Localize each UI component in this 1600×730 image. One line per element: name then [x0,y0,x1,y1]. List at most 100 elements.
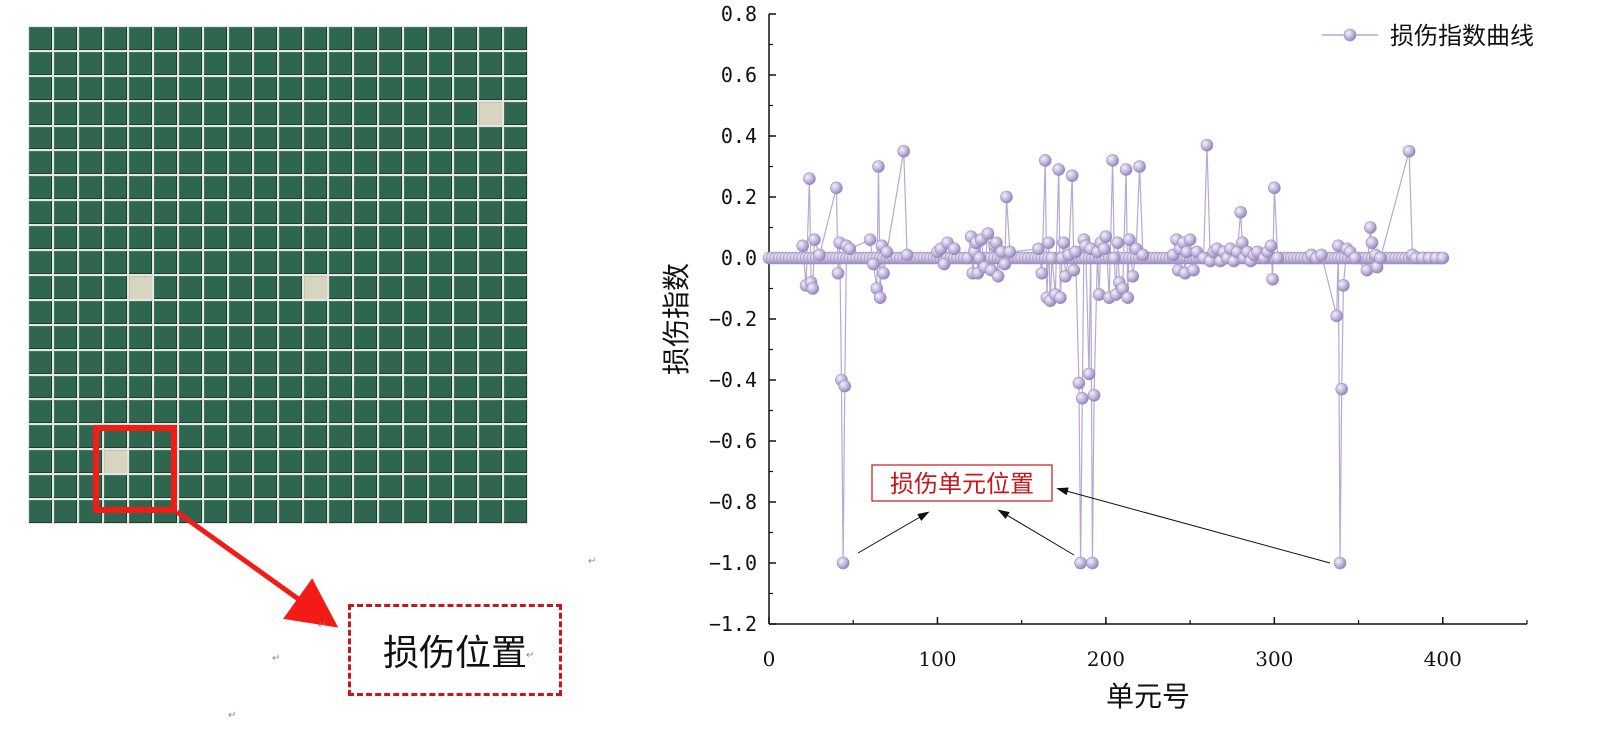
data-point [1054,291,1067,304]
element-cell [279,176,302,200]
element-cell [129,475,152,499]
element-cell [154,251,177,274]
y-axis-label: 损伤指数 [660,263,693,375]
element-cell [254,375,277,399]
element-cell [79,375,102,399]
element-cell [304,325,327,349]
element-cell [54,176,77,200]
element-cell [179,176,202,200]
data-point [1042,236,1055,250]
element-cell [379,500,402,523]
element-cell [29,51,52,75]
element-cell [129,101,152,125]
element-cell [79,27,102,50]
element-cell [304,76,327,100]
data-point [1364,221,1377,234]
element-cell [104,275,127,299]
element-cell [329,27,352,50]
data-point [900,248,914,262]
y-tick-label: 0.8 [721,2,757,26]
element-cell [404,176,427,200]
element-cell [29,151,52,175]
data-point [1087,388,1101,402]
data-point [873,291,887,304]
element-cell [379,350,402,374]
element-cell [54,300,77,324]
element-cell [79,400,102,424]
element-cell [29,275,52,299]
element-cell [304,425,327,449]
element-cell [79,300,102,324]
element-cell [379,425,402,449]
element-cell [104,126,127,150]
element-cell [229,76,252,100]
element-cell [29,176,52,200]
element-cell [454,275,477,299]
element-cell [304,201,327,225]
element-cell [254,51,277,75]
element-cell [79,126,102,150]
element-cell [504,251,527,274]
legend-label: 损伤指数曲线 [1390,22,1534,50]
damaged-element-cell [479,101,502,125]
element-cell [104,226,127,250]
element-cell [329,226,352,250]
element-cell [229,226,252,250]
element-cell [129,251,152,274]
data-point [991,269,1005,283]
element-cell [29,101,52,125]
data-point [1136,248,1150,262]
element-cell [279,450,302,474]
element-cell [129,350,152,374]
element-cell [229,151,252,175]
data-point [1108,251,1121,265]
element-cell [454,325,477,349]
element-cell [479,27,502,50]
element-cell [329,176,352,200]
element-cell [279,151,302,175]
element-cell [179,201,202,225]
element-cell [154,275,177,299]
element-cell [304,300,327,324]
element-cell [79,226,102,250]
element-cell [504,176,527,200]
element-cell [454,151,477,175]
element-cell [454,201,477,225]
element-cell [254,251,277,274]
element-cell [404,51,427,75]
element-cell [54,375,77,399]
damaged-element-cell [304,275,327,299]
element-cell [54,101,77,125]
data-point [1072,376,1086,390]
element-cell [254,201,277,225]
element-cell [79,176,102,200]
data-point [1111,236,1124,250]
element-cell [204,251,227,274]
element-cell [504,201,527,225]
element-cell [379,375,402,399]
element-cell [304,151,327,175]
element-cell [354,375,377,399]
x-tick-label: 100 [918,647,956,671]
element-cell [254,400,277,424]
element-cell [279,375,302,399]
y-tick-label: 0.2 [721,185,757,209]
element-cell [104,76,127,100]
element-cell [54,275,77,299]
element-cell [404,76,427,100]
element-cell [229,500,252,523]
data-point [897,144,911,158]
element-cell [304,176,327,200]
y-tick-label: −0.4 [709,368,757,392]
element-cell [154,176,177,200]
element-cell [304,500,327,523]
element-cell [404,27,427,50]
element-cell [179,450,202,474]
data-point [998,257,1012,271]
element-cell [429,51,452,75]
element-cell [54,126,77,150]
element-cell [229,350,252,374]
element-cell [504,126,527,150]
element-cell [29,375,52,399]
element-cell [54,76,77,100]
